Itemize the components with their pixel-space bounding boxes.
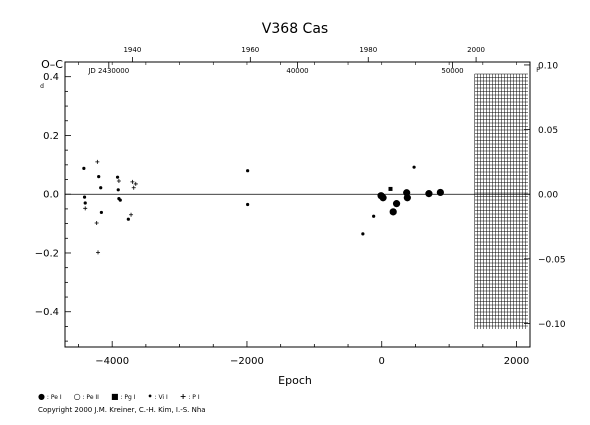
- y-tick-label: 0.4: [43, 72, 59, 83]
- series-vi-i: [82, 165, 416, 236]
- y-axis-label: O–C: [41, 58, 63, 71]
- plot-frame: [64, 61, 531, 348]
- data-point: [130, 179, 135, 184]
- hatched-region: [474, 73, 528, 329]
- right-y-tick-label: 0.10: [538, 61, 558, 71]
- legend-item: + : P I: [180, 392, 200, 401]
- x-tick-label: −4000: [95, 356, 129, 367]
- year-tick-label: 2000: [467, 46, 485, 54]
- chart-title: V368 Cas: [262, 21, 328, 37]
- x-axis-label: Epoch: [278, 374, 312, 387]
- data-point: [83, 201, 87, 205]
- jd-tick-label: JD 2430000: [87, 67, 129, 75]
- year-tick-label: 1940: [123, 46, 141, 54]
- legend-symbol: +: [179, 392, 187, 401]
- y-tick-label: 0.2: [43, 131, 59, 142]
- jd-tick-label: 50000: [441, 67, 463, 75]
- data-point: [82, 195, 87, 199]
- y-tick-label: −0.4: [35, 307, 59, 318]
- data-point: [82, 166, 86, 170]
- series-pe-i: [377, 188, 444, 216]
- data-point: [372, 214, 376, 218]
- data-point: [246, 169, 250, 173]
- legend-label: : Vi I: [152, 394, 168, 401]
- series-pg-i: [388, 186, 393, 191]
- data-point: [118, 198, 122, 202]
- legend-label: : P I: [186, 394, 200, 401]
- year-tick-label: 1960: [241, 46, 259, 54]
- data-point: [129, 212, 134, 217]
- data-point: [126, 217, 130, 221]
- x-tick-label: 2000: [504, 356, 529, 367]
- data-point: [403, 194, 411, 202]
- y-axis-unit-left: d: [40, 83, 44, 90]
- data-point: [96, 250, 101, 255]
- data-point: [99, 186, 103, 190]
- data-point: [116, 188, 120, 192]
- series-p-i: [83, 159, 138, 255]
- data-point: [133, 181, 138, 186]
- data-point: [388, 186, 393, 191]
- data-point: [361, 232, 365, 236]
- x-tick-label: −2000: [230, 356, 264, 367]
- legend-symbol: ●: [38, 392, 45, 401]
- y-axis-unit-right: P: [536, 67, 540, 74]
- data-point: [392, 200, 401, 208]
- legend-item: ● : Pe I: [38, 392, 62, 401]
- legend-symbol: ○: [73, 392, 81, 401]
- oc-chart: V368 Cas O–C d P Epoch −4000 −2000 0 2000 −0.4 −0.…: [35, 21, 566, 387]
- year-tick-label: 1980: [359, 46, 377, 54]
- legend-label: : Pe II: [80, 394, 99, 401]
- data-point: [97, 174, 101, 179]
- data-point: [131, 185, 136, 190]
- legend-symbol: ■: [110, 392, 119, 401]
- legend-item: ■ : Pg I: [111, 392, 136, 401]
- right-y-tick-label: −0.05: [538, 255, 566, 265]
- data-point: [95, 159, 100, 164]
- data-point: [379, 194, 387, 202]
- copyright-text: Copyright 2000 J.M. Kreiner, C.-H. Kim, …: [38, 406, 206, 414]
- data-point: [83, 206, 88, 211]
- data-point: [436, 188, 444, 197]
- data-point: [425, 190, 433, 198]
- data-point: [389, 208, 397, 216]
- right-y-tick-label: 0.05: [538, 126, 558, 136]
- y-tick-label: −0.2: [35, 248, 59, 259]
- jd-tick-label: 40000: [286, 67, 308, 75]
- legend-symbol: •: [147, 392, 153, 401]
- data-point: [412, 165, 416, 169]
- data-point: [115, 175, 120, 179]
- legend-label: : Pg I: [118, 394, 136, 401]
- legend-item: ○ : Pe II: [74, 392, 99, 401]
- x-tick-label: 0: [379, 356, 385, 367]
- right-y-tick-label: −0.10: [538, 320, 566, 330]
- data-point: [246, 202, 250, 207]
- data-point: [94, 221, 99, 226]
- data-point: [116, 178, 121, 183]
- legend-item: • : Vi I: [147, 392, 167, 401]
- legend: ● : Pe I ○ : Pe II ■ : Pg I • : Vi I + : P I: [38, 392, 200, 401]
- data-point: [99, 210, 103, 215]
- y-tick-label: 0.0: [43, 190, 59, 201]
- legend-label: : Pe I: [44, 394, 62, 401]
- right-y-tick-label: 0.00: [538, 191, 558, 201]
